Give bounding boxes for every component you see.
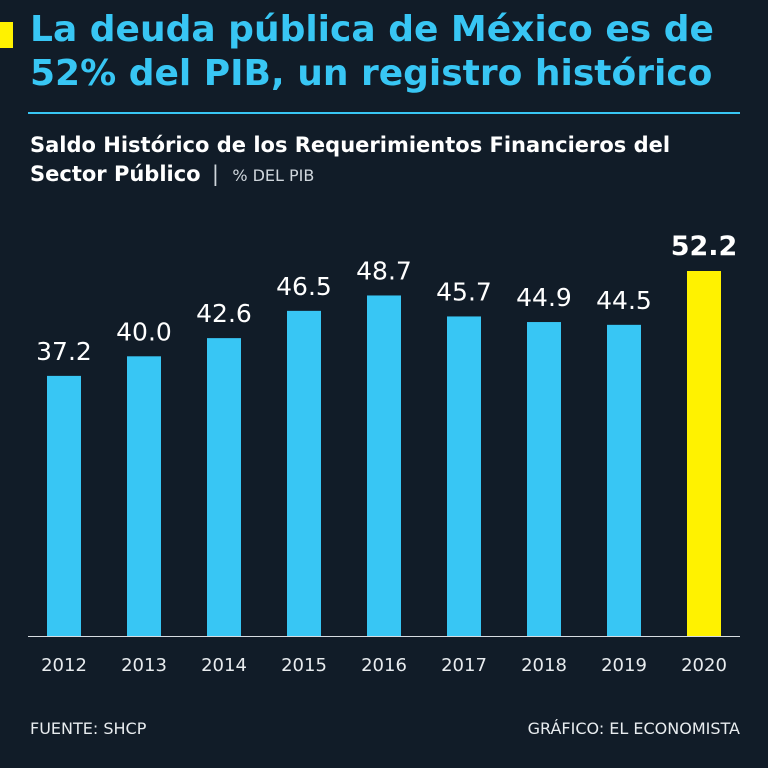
title-divider [28, 112, 740, 114]
bar-2019 [607, 324, 641, 636]
data-label-2014: 42.6 [196, 299, 252, 328]
data-label-2012: 37.2 [36, 337, 92, 366]
data-label-2018: 44.9 [516, 283, 572, 312]
subtitle-unit: % DEL PIB [232, 166, 315, 185]
headline: La deuda pública de México es de 52% del… [30, 9, 714, 94]
x-tick-2020: 2020 [681, 655, 727, 676]
data-label-2016: 48.7 [356, 256, 412, 285]
bar-2014 [207, 338, 241, 636]
data-label-2015: 46.5 [276, 272, 332, 301]
data-label-2017: 45.7 [436, 277, 492, 306]
x-tick-2015: 2015 [281, 655, 327, 676]
data-label-2019: 44.5 [596, 286, 652, 315]
x-tick-2016: 2016 [361, 655, 407, 676]
bar-2017 [447, 316, 481, 636]
x-tick-2013: 2013 [121, 655, 167, 676]
accent-bar [0, 22, 13, 48]
x-tick-2018: 2018 [521, 655, 567, 676]
data-label-2013: 40.0 [116, 317, 172, 346]
bar-2016 [367, 295, 401, 636]
data-label-2020: 52.2 [671, 231, 738, 262]
bar-2020 [687, 271, 721, 636]
x-tick-2012: 2012 [41, 655, 87, 676]
x-tick-2017: 2017 [441, 655, 487, 676]
credit-note: GRÁFICO: EL ECONOMISTA [527, 719, 740, 738]
x-tick-2014: 2014 [201, 655, 247, 676]
bar-2018 [527, 322, 561, 636]
subtitle-separator: | [211, 162, 219, 186]
source-note: FUENTE: SHCP [30, 719, 147, 738]
subtitle-main: Saldo Histórico de los Requerimientos Fi… [30, 133, 671, 186]
bar-2015 [287, 310, 321, 636]
chart-subtitle: Saldo Histórico de los Requerimientos Fi… [30, 131, 745, 190]
bar-2013 [127, 356, 161, 636]
bar-2012 [47, 375, 81, 636]
x-tick-2019: 2019 [601, 655, 647, 676]
